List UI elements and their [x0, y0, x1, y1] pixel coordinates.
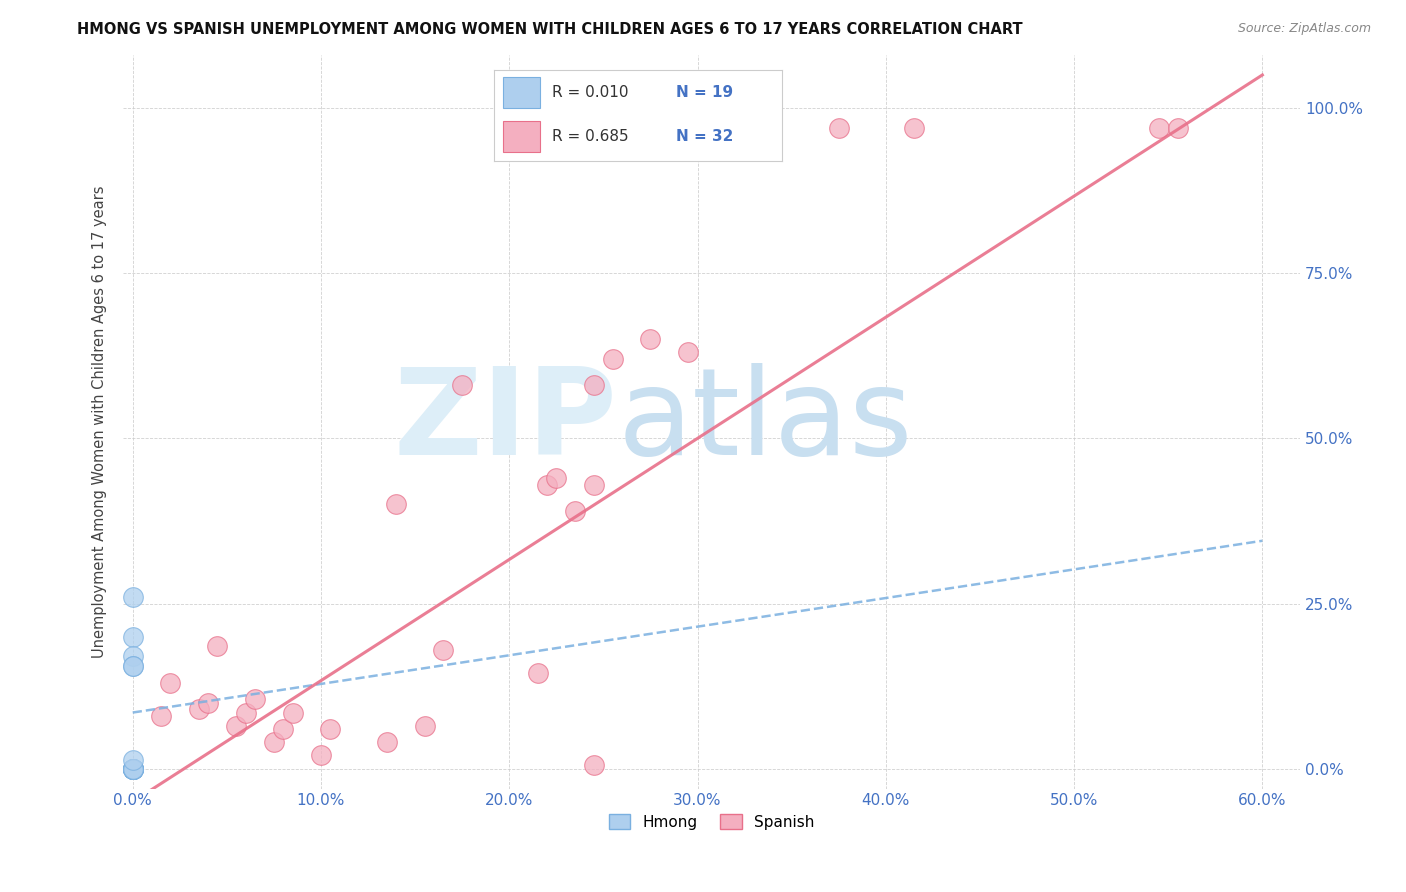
Point: [676, 345, 699, 359]
Point: [187, 702, 209, 716]
Point: [121, 659, 143, 673]
Point: [159, 675, 181, 690]
Point: [121, 762, 143, 776]
Point: [385, 497, 408, 511]
Point: [273, 722, 295, 736]
Point: [582, 758, 605, 772]
Point: [225, 719, 247, 733]
Point: [526, 665, 548, 680]
Point: [121, 762, 143, 776]
Point: [121, 762, 143, 776]
Point: [413, 719, 436, 733]
Point: [207, 640, 229, 654]
Point: [121, 659, 143, 673]
Y-axis label: Unemployment Among Women with Children Ages 6 to 17 years: Unemployment Among Women with Children A…: [93, 186, 107, 658]
Point: [121, 762, 143, 776]
Point: [121, 762, 143, 776]
Text: HMONG VS SPANISH UNEMPLOYMENT AMONG WOMEN WITH CHILDREN AGES 6 TO 17 YEARS CORRE: HMONG VS SPANISH UNEMPLOYMENT AMONG WOME…: [77, 22, 1024, 37]
Point: [903, 120, 925, 135]
Legend: Hmong, Spanish: Hmong, Spanish: [603, 808, 821, 836]
Point: [121, 762, 143, 776]
Text: ZIP: ZIP: [394, 363, 617, 480]
Point: [121, 630, 143, 644]
Point: [263, 735, 285, 749]
Point: [121, 590, 143, 604]
Point: [121, 762, 143, 776]
Text: atlas: atlas: [617, 363, 912, 480]
Point: [319, 722, 342, 736]
Text: Source: ZipAtlas.com: Source: ZipAtlas.com: [1237, 22, 1371, 36]
Point: [582, 477, 605, 491]
Point: [243, 692, 266, 706]
Point: [197, 696, 219, 710]
Point: [536, 477, 558, 491]
Point: [640, 332, 662, 346]
Point: [121, 649, 143, 664]
Point: [546, 471, 568, 485]
Point: [281, 706, 304, 720]
Point: [432, 642, 454, 657]
Point: [564, 504, 586, 518]
Point: [121, 753, 143, 767]
Point: [121, 762, 143, 776]
Point: [121, 762, 143, 776]
Point: [121, 762, 143, 776]
Point: [602, 352, 624, 367]
Point: [375, 735, 398, 749]
Point: [828, 120, 851, 135]
Point: [1147, 120, 1170, 135]
Point: [121, 762, 143, 776]
Point: [451, 378, 474, 392]
Point: [309, 748, 332, 763]
Point: [149, 709, 172, 723]
Point: [121, 762, 143, 776]
Point: [235, 706, 257, 720]
Point: [582, 378, 605, 392]
Point: [121, 762, 143, 776]
Point: [1167, 120, 1189, 135]
